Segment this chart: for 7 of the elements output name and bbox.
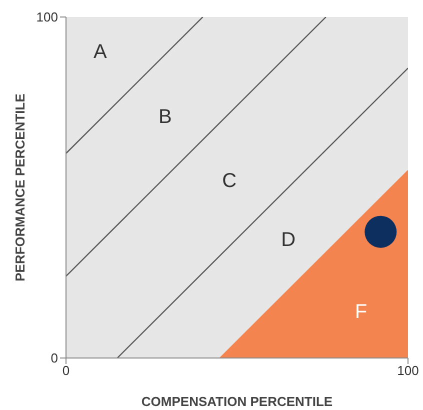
annotation: D xyxy=(281,228,296,251)
annotation: A xyxy=(94,41,108,64)
x-axis-title: COMPENSATION PERCENTILE xyxy=(141,394,333,409)
annotation: B xyxy=(158,106,172,128)
y-axis-title: PERFORMANCE PERCENTILE xyxy=(12,93,28,282)
annotation: C xyxy=(222,170,237,192)
annotation: F xyxy=(354,301,368,324)
